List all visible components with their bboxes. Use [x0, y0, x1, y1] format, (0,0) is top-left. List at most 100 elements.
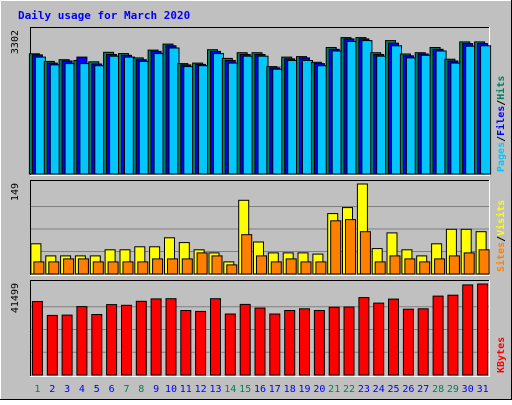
- x-tick-label: 14: [224, 384, 236, 395]
- bar-sites-day-16: [256, 255, 267, 275]
- bar-sites-day-27: [419, 261, 431, 275]
- x-tick-label: 10: [165, 384, 177, 395]
- bar-kbytes-day-12: [195, 310, 207, 376]
- bar-sites-day-12: [196, 252, 208, 275]
- x-tick-label: 12: [195, 384, 207, 395]
- bar-sites-day-29: [448, 255, 460, 275]
- bar-kbytes-day-27: [417, 308, 429, 376]
- chart-title: Daily usage for March 2020: [18, 9, 190, 22]
- bar-kbytes-day-19: [299, 308, 310, 376]
- bar-sites-day-8: [137, 261, 149, 275]
- bar-sites-day-25: [389, 255, 401, 275]
- x-tick-label: 3: [64, 384, 70, 395]
- legend-entry: /: [496, 136, 507, 142]
- bar-kbytes-day-5: [91, 314, 103, 376]
- x-tick-label: 11: [180, 384, 192, 395]
- bar-sites-day-21: [330, 220, 342, 275]
- x-tick-label: 5: [94, 384, 100, 395]
- bar-sites-day-22: [345, 219, 356, 275]
- bar-kbytes-day-22: [343, 306, 355, 376]
- bar-kbytes-day-23: [358, 297, 370, 376]
- x-tick-label: 7: [123, 384, 129, 395]
- bar-sites-day-15: [241, 234, 253, 275]
- panel-max-label: 41499: [10, 283, 21, 313]
- bar-kbytes-day-15: [239, 303, 251, 376]
- x-tick-label: 18: [284, 384, 296, 395]
- bar-sites-day-9: [152, 258, 164, 275]
- legend-entry: Visits: [495, 200, 507, 236]
- bar-sites-day-18: [285, 258, 297, 275]
- x-tick-label: 30: [462, 384, 474, 395]
- bar-kbytes-day-13: [210, 298, 221, 376]
- bar-kbytes-day-28: [432, 295, 444, 376]
- bar-sites-day-11: [181, 258, 193, 275]
- x-tick-label: 15: [239, 384, 251, 395]
- legend-entry: Pages: [496, 142, 507, 172]
- legend-entry: /: [496, 100, 507, 106]
- panel-series-legend: Sites/Visits: [495, 200, 507, 272]
- x-axis-day-labels: 1 2 3 4 5 6 7 8 9 10 11 12 13 14 15 16 17 18 19 20 21 22 23 24 2…: [34, 384, 488, 395]
- bar-kbytes-day-30: [462, 284, 474, 376]
- bar-sites-day-7: [122, 261, 134, 275]
- bar-sites-day-3: [63, 258, 75, 275]
- x-tick-label: 31: [477, 384, 489, 395]
- bar-sites-day-28: [434, 258, 446, 275]
- x-tick-label: 8: [138, 384, 144, 395]
- x-tick-label: 19: [298, 384, 310, 395]
- x-tick-label: 22: [343, 384, 355, 395]
- bar-kbytes-day-26: [402, 308, 414, 376]
- x-tick-label: 17: [269, 384, 281, 395]
- bar-kbytes-day-11: [180, 310, 192, 376]
- bar-sites-day-4: [77, 258, 89, 275]
- bar-kbytes-day-14: [224, 313, 236, 376]
- bar-sites-day-23: [359, 231, 371, 275]
- bar-kbytes-day-8: [135, 300, 147, 376]
- bar-sites-day-14: [226, 264, 238, 275]
- bar-kbytes-day-25: [388, 298, 399, 376]
- legend-entry: KBytes: [496, 337, 507, 373]
- legend-entry: /: [496, 236, 507, 242]
- panel-series-legend: KBytes: [496, 337, 507, 373]
- bar-kbytes-day-29: [447, 294, 459, 376]
- bar-sites-day-24: [374, 261, 386, 275]
- chart-panels: 3302Pages/Files/Hits149Sites/Visits41499…: [10, 27, 507, 377]
- panel-visits_sites: 149 Sites/Visits: [10, 180, 507, 276]
- legend-entry: Hits: [495, 76, 507, 100]
- bar-kbytes-day-4: [76, 306, 88, 376]
- bar-sites-day-20: [315, 261, 327, 275]
- bar-sites-day-17: [270, 261, 282, 275]
- panel-kbytes: 41499 KBytes: [10, 280, 507, 377]
- x-tick-label: 28: [432, 384, 444, 395]
- bar-kbytes-day-10: [165, 298, 177, 376]
- bar-sites-day-31: [478, 249, 490, 275]
- panel-series-legend: Pages/Files/Hits: [495, 76, 507, 172]
- bar-pages-day-31: [480, 45, 492, 175]
- x-tick-label: 4: [79, 384, 85, 395]
- x-tick-label: 13: [209, 384, 221, 395]
- bar-sites-day-19: [300, 261, 312, 275]
- bar-sites-day-6: [107, 261, 119, 275]
- bar-kbytes-day-17: [269, 313, 281, 376]
- bar-kbytes-day-16: [254, 307, 266, 376]
- legend-entry: Sites: [495, 242, 507, 272]
- bar-kbytes-day-21: [328, 306, 340, 376]
- x-tick-label: 2: [49, 384, 55, 395]
- x-tick-label: 16: [254, 384, 266, 395]
- x-tick-label: 9: [153, 384, 159, 395]
- bar-kbytes-day-18: [284, 310, 296, 376]
- bar-sites-day-1: [33, 261, 45, 275]
- legend-entry: Files: [495, 106, 507, 136]
- x-tick-label: 21: [328, 384, 340, 395]
- bar-kbytes-day-7: [121, 304, 132, 376]
- panel-max-label: 149: [10, 183, 21, 201]
- panel-max-label: 3302: [10, 30, 21, 54]
- bar-kbytes-day-31: [477, 283, 489, 376]
- x-tick-label: 27: [417, 384, 429, 395]
- x-tick-label: 1: [34, 384, 40, 395]
- bar-kbytes-day-2: [46, 314, 58, 376]
- bar-kbytes-day-24: [373, 302, 385, 376]
- x-tick-label: 29: [447, 384, 459, 395]
